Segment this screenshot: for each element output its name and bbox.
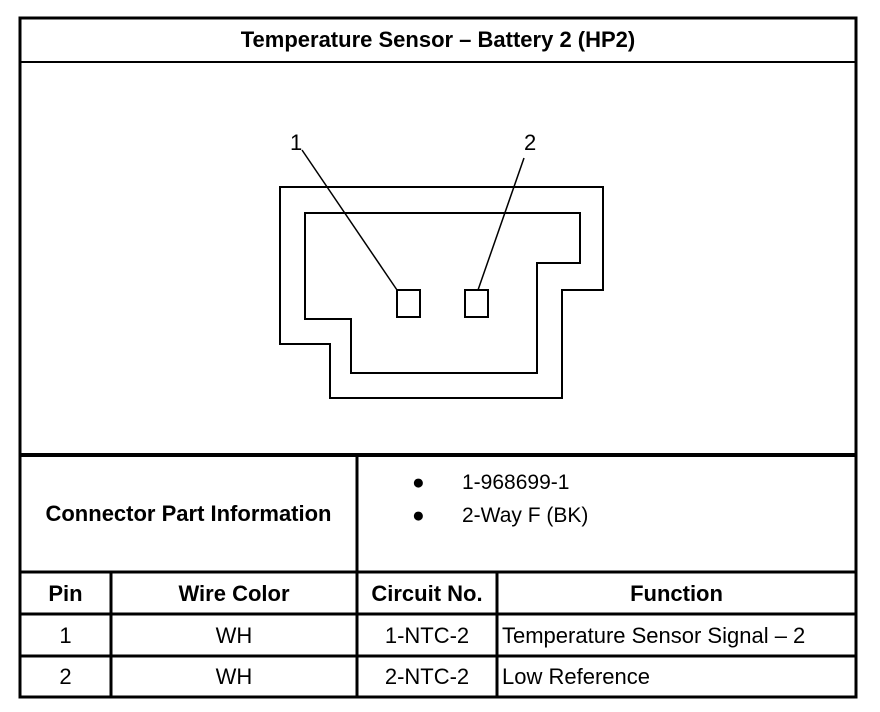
list-item: ● 1-968699-1 [412,466,588,499]
pin-cell: 2 [59,664,72,689]
connector-inner-outline [304,212,581,374]
connector-info-label: Connector Part Information [45,501,332,526]
header-wire-color: Wire Color [178,580,290,606]
connector-outer-outline [279,186,604,399]
wire-color-cell: WH [215,664,253,689]
list-item: ● 2-Way F (BK) [412,499,588,532]
connector-info-list: ● 1-968699-1 ● 2-Way F (BK) [412,466,588,532]
part-number: 1-968699-1 [462,471,570,494]
circuit-cell: 1-NTC-2 [384,622,470,648]
page-title: Temperature Sensor – Battery 2 (HP2) [240,27,636,52]
pin-2-leader-line [477,157,525,291]
header-pin: Pin [48,580,83,606]
bullet-icon: ● [412,504,425,527]
connector-description: 2-Way F (BK) [462,504,589,527]
wire-color-cell: WH [215,622,253,648]
function-cell: Temperature Sensor Signal – 2 [502,622,806,648]
bullet-icon: ● [412,471,425,494]
header-function: Function [630,580,723,606]
function-cell: Low Reference [502,664,650,689]
pin-1-label: 1 [290,130,303,155]
connector-face-drawing [279,149,604,399]
pin-2-label: 2 [524,130,537,155]
pin-1-cavity [396,289,421,318]
pin-1-leader-line [301,149,398,291]
circuit-cell: 2-NTC-2 [384,664,470,689]
pin-cell: 1 [59,622,72,648]
header-circuit-no: Circuit No. [371,580,483,606]
outer-border [18,16,858,699]
pin-2-cavity [464,289,489,318]
